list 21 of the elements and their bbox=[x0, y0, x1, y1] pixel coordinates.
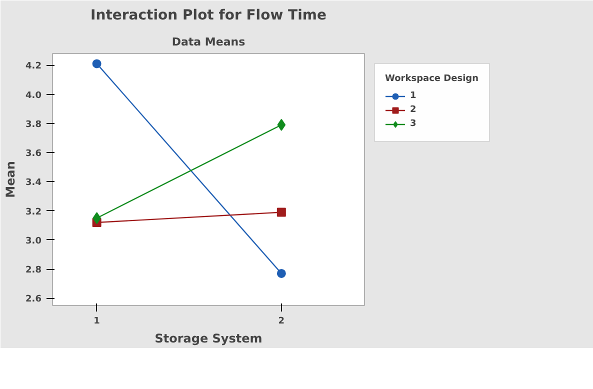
point bbox=[92, 59, 102, 68]
y-tick-label: 4.2 bbox=[26, 62, 42, 72]
y-tick-label: 3.6 bbox=[26, 149, 42, 160]
legend-label: 1 bbox=[410, 90, 418, 103]
point bbox=[276, 208, 286, 217]
chart-subtitle: Data Means bbox=[172, 36, 246, 48]
y-tick-label: 3.2 bbox=[26, 207, 42, 218]
y-tick-label: 3.4 bbox=[26, 178, 42, 188]
x-axis-title: Storage System bbox=[154, 332, 262, 346]
y-axis-title: Mean bbox=[4, 161, 18, 198]
point bbox=[276, 268, 286, 278]
chart-title: Interaction Plot for Flow Time bbox=[90, 8, 326, 24]
legend-title: Workspace Design bbox=[385, 74, 479, 84]
y-tick-label: 3.8 bbox=[26, 120, 42, 130]
y-tick-label: 4.0 bbox=[26, 90, 42, 101]
legend-label: 3 bbox=[410, 118, 418, 131]
y-tick-label: 2.8 bbox=[26, 266, 42, 276]
legend-label: 2 bbox=[410, 104, 418, 117]
point bbox=[277, 118, 286, 131]
y-tick-label: 2.6 bbox=[26, 294, 42, 305]
y-tick-label: 3.0 bbox=[26, 236, 42, 246]
